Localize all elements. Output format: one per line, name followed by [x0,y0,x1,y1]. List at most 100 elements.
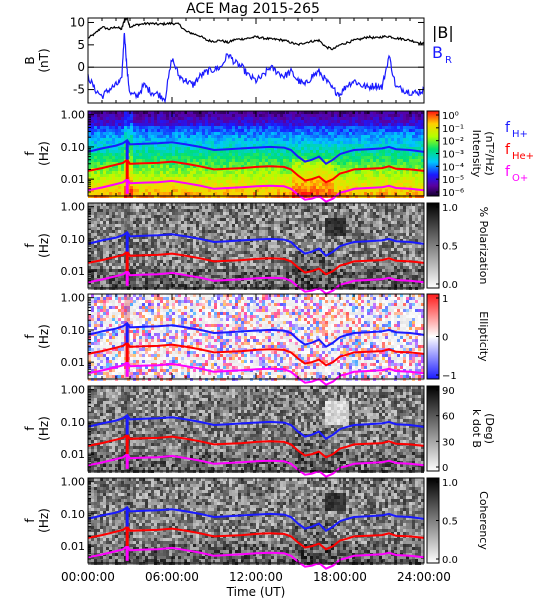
colorbar-tick-label: 0.5 [442,242,458,253]
colorbar-unit: (Deg) [483,413,496,444]
legend-gyro-f: f [505,164,511,180]
x-tick-label: 06:00:00 [145,570,199,584]
gyrofrequency-oplus-line [87,544,425,570]
colorbar-tick-label: 10⁻³ [442,150,464,161]
colorbar-tick-label: 10⁻⁵ [442,175,464,186]
legend-gyro-f: f [505,120,511,136]
y-axis-label: f [23,151,37,156]
colorbar-tick-label: 0.5 [442,517,458,528]
colorbar-tick-label: 1.0 [442,478,458,489]
colorbar-tick-label: 0.0 [442,280,458,291]
colorbar-label: k dot B [470,409,483,448]
gyrofrequency-oplus-line [87,452,425,478]
spectrogram-cells [88,111,424,198]
colorbar-label: Coherency [477,491,490,550]
gyrofrequency-heplus-line [87,341,425,367]
colorbar-unit: (nT²/Hz) [483,131,496,175]
legend-gyro-ion: H+ [512,129,528,140]
y-axis-label: f [23,518,37,523]
colorbar-tick-label: 10⁻⁴ [442,162,464,173]
colorbar-label: Intensity [470,130,483,178]
colorbar-tick-label: 10⁻² [442,137,464,148]
colorbar-tick-label: 60 [442,412,455,423]
colorbar-tick-label: 30 [442,437,455,448]
gyrofrequency-heplus-line [87,250,425,276]
y-axis-unit: (Hz) [37,141,51,166]
spectrogram-cells [88,294,424,381]
y-tick-label: 1.00 [61,201,86,214]
colorbar-tick-label: 10⁻⁶ [442,188,464,199]
x-axis-label: Time (UT) [226,585,286,599]
y-tick-label: 0.10 [61,324,86,337]
y-axis-label: f [23,334,37,339]
legend-br: B [432,43,443,62]
y-tick-label: 0.01 [61,265,86,278]
y-axis-unit: (Hz) [37,508,51,533]
gyrofrequency-heplus-line [87,525,425,551]
legend-gyro-f: f [505,142,511,158]
gyrofrequency-hplus-line [87,230,425,258]
y-tick-label: 10 [70,15,85,29]
gyrofrequency-oplus-line [87,269,425,295]
gyrofrequency-heplus-line [87,158,425,184]
colorbar-tick-label: 10⁰ [442,111,459,122]
colorbar [426,385,440,472]
y-tick-label: 0.01 [61,540,86,553]
y-tick-label: 0.01 [61,356,86,369]
y-tick-label: -5 [73,83,85,97]
y-tick-label: 1.00 [61,292,86,305]
colorbar-tick-label: 10⁻¹ [442,124,464,135]
plot-area [88,18,424,103]
legend-gyro-ion: O+ [512,173,528,184]
colorbar-tick-label: 0 [442,333,448,344]
colorbar-tick-label: 1 [442,294,448,305]
y-axis-unit: (Hz) [37,233,51,258]
y-tick-label: 0.10 [61,141,86,154]
gyrofrequency-hplus-line [87,321,425,349]
x-tick-label: 18:00:00 [313,570,367,584]
y-tick-label: 0.10 [61,416,86,429]
y-axis-unit: (nT) [37,48,51,72]
colorbar-tick-label: 0 [442,463,448,474]
colorbar-tick-label: 1.0 [442,203,458,214]
y-tick-label: 0.01 [61,173,86,186]
spectrogram-cells [88,203,424,290]
bmag-series-line [87,17,425,51]
y-axis-unit: (Hz) [37,324,51,349]
y-tick-label: 0.01 [61,448,86,461]
gyrofrequency-hplus-line [87,413,425,441]
spectrogram-cells [88,386,424,473]
y-tick-label: 5 [77,38,85,52]
legend-bmag: |B| [432,23,454,42]
colorbar-label: Ellipticity [477,311,490,362]
colorbar-label: % Polarization [477,207,490,285]
y-tick-label: 0 [77,60,85,74]
gyrofrequency-hplus-line [87,138,425,166]
x-tick-label: 24:00:00 [397,570,451,584]
colorbar-tick-label: −1 [442,371,457,382]
y-tick-label: 1.00 [61,384,86,397]
y-tick-label: 0.10 [61,233,86,246]
chart-title: ACE Mag 2015-265 [186,1,320,17]
gyrofrequency-oplus-line [87,177,425,203]
y-axis-label: f [23,426,37,431]
y-axis-unit: (Hz) [37,416,51,441]
x-tick-label: 00:00:00 [61,570,115,584]
gyrofrequency-oplus-line [87,360,425,386]
x-tick-label: 12:00:00 [229,570,283,584]
y-tick-label: 1.00 [61,476,86,489]
y-tick-label: 1.00 [61,109,86,122]
colorbar-tick-label: 0.0 [442,555,458,566]
colorbar-tick-label: 90 [442,386,455,397]
br-series-line [87,32,425,104]
y-axis-label: f [23,243,37,248]
y-tick-label: 0.10 [61,508,86,521]
legend-br-subscript: R [445,55,452,66]
legend-gyro-ion: He+ [512,151,534,162]
gyrofrequency-hplus-line [87,505,425,533]
gyrofrequency-heplus-line [87,433,425,459]
spectrogram-cells [88,478,424,565]
y-axis-label: B [23,56,37,64]
